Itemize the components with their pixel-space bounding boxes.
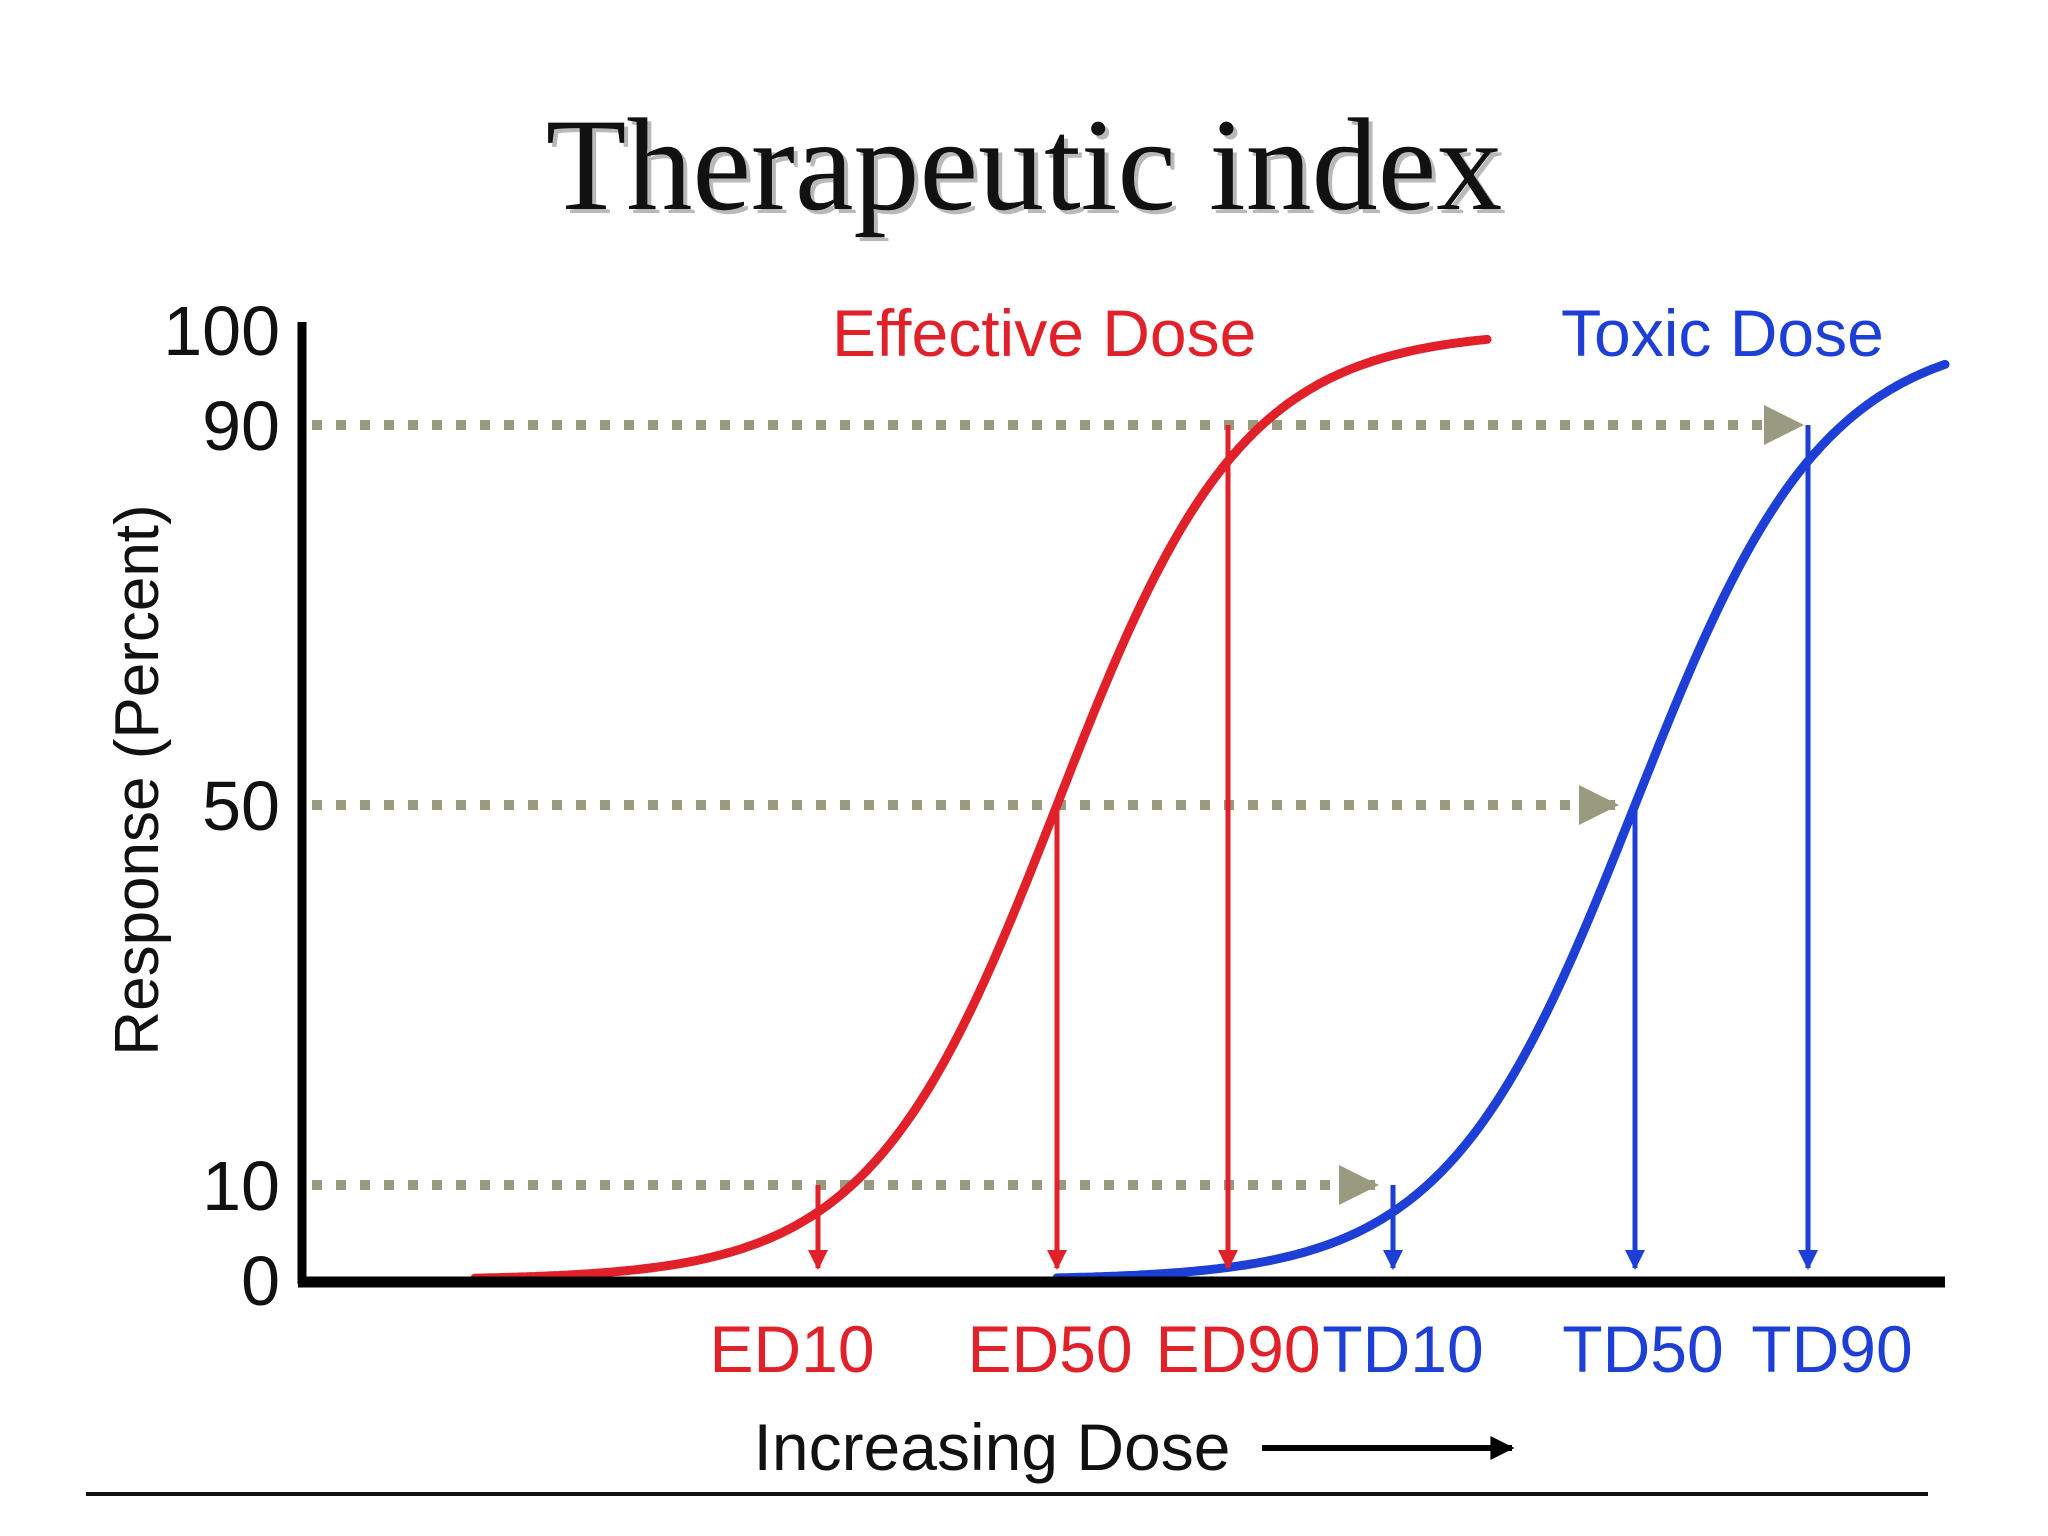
x-tick-label-ed10: ED10: [709, 1312, 874, 1386]
y-axis-label: Response (Percent): [103, 504, 172, 1055]
x-tick-label-td90: TD90: [1751, 1312, 1912, 1386]
dose-response-curves: [470, 334, 1950, 1283]
y-tick-label: 0: [241, 1242, 280, 1320]
legend-effective-dose: Effective Dose: [832, 296, 1256, 370]
y-tick-label: 90: [202, 387, 280, 465]
effective-dose-curve: [470, 334, 1492, 1283]
y-tick-label: 10: [202, 1147, 280, 1225]
bottom-rule: [86, 1492, 1928, 1496]
dose-drop-arrows: [808, 425, 1818, 1270]
x-tick-label-ed90: ED90: [1155, 1312, 1320, 1386]
x-tick-labels: ED10 ED50 ED90 TD10 TD50 TD90: [709, 1312, 1912, 1386]
slide-title: Therapeutic index: [545, 91, 1503, 238]
y-tick-label: 100: [163, 292, 280, 370]
guide-lines: [312, 405, 1804, 1205]
x-tick-label-td10: TD10: [1322, 1312, 1483, 1386]
y-tick-labels: 0 10 50 90 100: [163, 292, 280, 1320]
x-axis-label: Increasing Dose: [754, 1410, 1231, 1484]
y-tick-label: 50: [202, 767, 280, 845]
toxic-dose-curve: [1052, 359, 1950, 1283]
legend-toxic-dose: Toxic Dose: [1561, 296, 1884, 370]
x-tick-label-td50: TD50: [1562, 1312, 1723, 1386]
x-tick-label-ed50: ED50: [967, 1312, 1132, 1386]
